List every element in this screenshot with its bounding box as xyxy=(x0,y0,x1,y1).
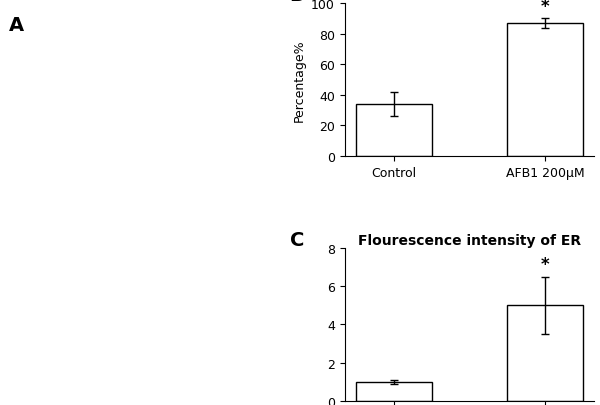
Text: A: A xyxy=(9,16,25,35)
Bar xyxy=(507,305,583,401)
Bar xyxy=(356,382,431,401)
Bar xyxy=(356,105,431,157)
Y-axis label: Percentage%: Percentage% xyxy=(292,39,305,122)
Bar xyxy=(507,24,583,157)
Text: *: * xyxy=(541,0,549,15)
Text: B: B xyxy=(290,0,304,5)
Text: C: C xyxy=(290,230,304,249)
Title: Abnormal ER distribution%: Abnormal ER distribution% xyxy=(364,0,575,3)
Text: *: * xyxy=(541,255,549,273)
Title: Flourescence intensity of ER: Flourescence intensity of ER xyxy=(358,233,581,247)
